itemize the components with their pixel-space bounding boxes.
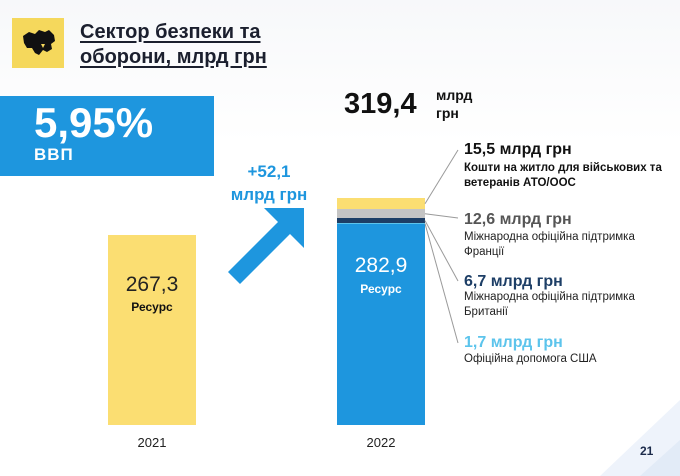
annotation-usa-amount: 1,7 млрд грн bbox=[464, 334, 563, 351]
logo bbox=[12, 18, 64, 68]
gdp-share-value: 5,95% bbox=[34, 99, 154, 146]
increase-unit: млрд грн bbox=[230, 185, 308, 204]
annotation-britain-text: Міжнародна офіційна підтримка Британії bbox=[464, 291, 635, 318]
bar-2022-value: 282,9 bbox=[354, 254, 408, 278]
bar-2022-segment-4 bbox=[337, 198, 425, 210]
annotation-housing-text: Кошти на житло для військових та ветеран… bbox=[464, 162, 662, 189]
bar-2022-segment-3 bbox=[337, 209, 425, 219]
x-tick-2021: 2021 bbox=[137, 435, 167, 450]
leader-line-4 bbox=[424, 149, 459, 204]
annotation-housing-amount: 15,5 млрд грн bbox=[464, 141, 572, 158]
increase-label: +52,1 млрд грн bbox=[214, 160, 324, 206]
ukraine-map-icon bbox=[23, 30, 55, 55]
total-2022-unit: млрд грн bbox=[436, 87, 473, 121]
annotation-usa-text: Офіційна допомога США bbox=[464, 353, 597, 365]
gdp-share-label: ВВП bbox=[34, 145, 74, 164]
total-2022-value: 319,4 bbox=[344, 88, 417, 120]
gdp-share-band bbox=[0, 96, 214, 176]
annotation-britain-amount: 6,7 млрд грн bbox=[464, 273, 563, 290]
bar-2022-segment-2 bbox=[337, 218, 425, 223]
leader-line-2 bbox=[424, 220, 459, 282]
leader-line-3 bbox=[424, 213, 459, 219]
bar-2021-series-label: Ресурс bbox=[131, 299, 173, 314]
slide-title: Сектор безпеки та оборони, млрд грн bbox=[80, 21, 267, 68]
page-number: 21 bbox=[640, 444, 654, 458]
bar-2022-segment-1 bbox=[337, 222, 425, 225]
x-tick-2022: 2022 bbox=[366, 435, 396, 450]
increase-value: +52,1 bbox=[247, 162, 291, 181]
bar-2022-segment-0 bbox=[337, 224, 425, 425]
annotation-france-text: Міжнародна офіційна підтримка Франції bbox=[464, 231, 635, 258]
annotation-france-amount: 12,6 млрд грн bbox=[464, 211, 572, 228]
bar-2021-segment-0 bbox=[108, 235, 196, 425]
bar-2021-value: 267,3 bbox=[125, 272, 179, 296]
bar-2022-series-label: Ресурс bbox=[360, 282, 402, 297]
leader-line-1 bbox=[424, 223, 459, 344]
